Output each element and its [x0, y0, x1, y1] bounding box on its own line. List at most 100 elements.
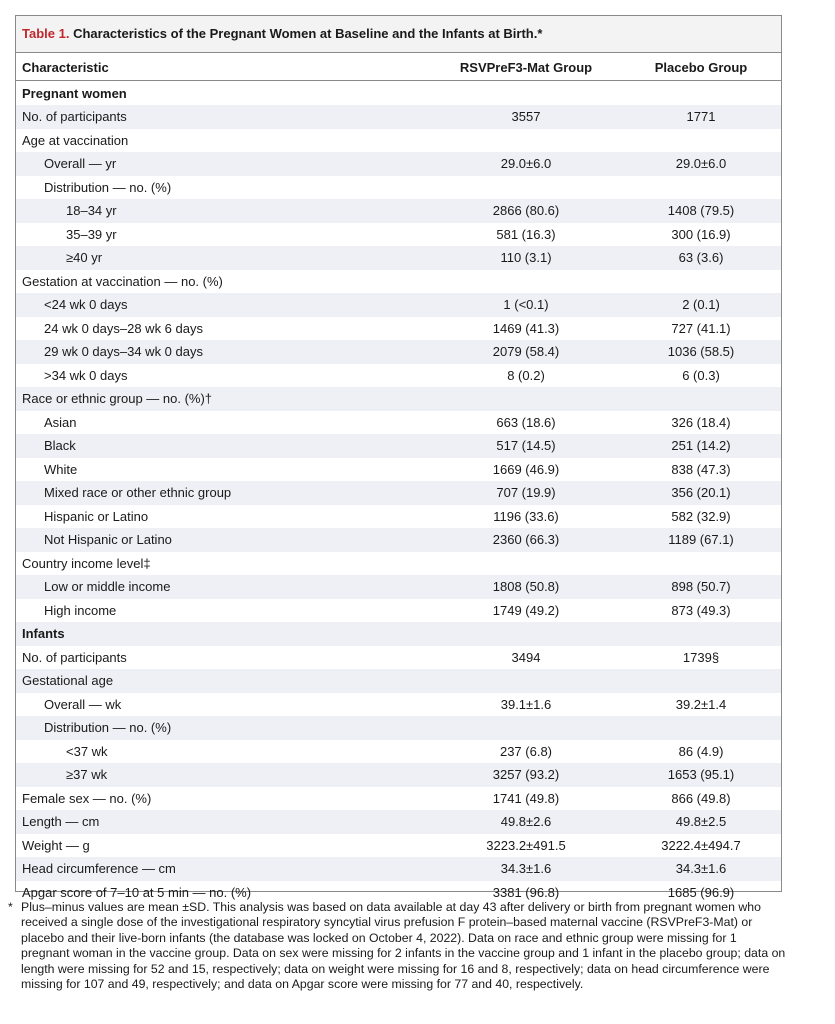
table-number: Table 1.	[22, 26, 70, 41]
row-value: 29.0±6.0	[500, 156, 552, 171]
row-value: 1 (<0.1)	[503, 297, 549, 312]
row-value: 727 (41.1)	[671, 320, 731, 336]
row-value: 3494	[511, 649, 541, 665]
row-value: 34.3±1.6	[500, 861, 552, 876]
header-cell: RSVPreF3-Mat Group	[459, 60, 593, 75]
header-cell: Characteristic	[22, 60, 109, 75]
row-value: 517 (14.5)	[496, 438, 556, 453]
table-row: Age at vaccination	[16, 129, 781, 153]
table-row: Distribution — no. (%)	[16, 176, 781, 200]
table-row: Gestation at vaccination — no. (%)	[16, 270, 781, 294]
table-row: >34 wk 0 days 8 (0.2) 6 (0.3)	[16, 364, 781, 388]
row-label: 18–34 yr	[66, 203, 117, 218]
row-label: <24 wk 0 days	[44, 297, 128, 312]
row-label: Country income level‡	[22, 555, 151, 571]
row-label: Mixed race or other ethnic group	[44, 485, 232, 500]
row-value: 707 (19.9)	[496, 485, 556, 500]
header-cell: Placebo Group	[654, 60, 748, 75]
row-label: High income	[44, 602, 117, 618]
table-row: Low or middle income 1808 (50.8) 898 (50.7…	[16, 575, 781, 599]
row-value: 1669 (46.9)	[492, 461, 560, 477]
table-row: No. of participants 3557 1771	[16, 105, 781, 129]
row-value: 866 (49.8)	[671, 790, 731, 806]
table-row: White 1669 (46.9) 838 (47.3)	[16, 458, 781, 482]
table-row: Asian 663 (18.6) 326 (18.4)	[16, 411, 781, 435]
row-label: White	[44, 461, 78, 477]
row-label: Age at vaccination	[22, 132, 129, 148]
row-value: 251 (14.2)	[671, 438, 731, 453]
table-row: <24 wk 0 days 1 (<0.1) 2 (0.1)	[16, 293, 781, 317]
row-label: Gestation at vaccination — no. (%)	[22, 273, 223, 289]
row-value: 3557	[511, 109, 541, 124]
row-label: 35–39 yr	[66, 226, 117, 242]
row-value: 663 (18.6)	[496, 414, 556, 430]
table-row: Infants	[16, 622, 781, 646]
row-value: 898 (50.7)	[671, 579, 731, 594]
row-label: Distribution — no. (%)	[44, 179, 172, 195]
title-text: Characteristics of the Pregnant Women at…	[73, 26, 543, 41]
table-row: Apgar score of 7–10 at 5 min — no. (%) 33…	[16, 881, 781, 905]
row-value: 1653 (95.1)	[667, 767, 735, 782]
table-row: Pregnant women	[16, 82, 781, 106]
table-row: Female sex — no. (%) 1741 (49.8) 866 (49.8…	[16, 787, 781, 811]
row-value: 1196 (33.6)	[493, 508, 559, 524]
table-row: 29 wk 0 days–34 wk 0 days 2079 (58.4) 1036…	[16, 340, 781, 364]
table-row: Country income level‡	[16, 552, 781, 576]
row-label: Female sex — no. (%)	[22, 790, 152, 806]
footnote-marker: *	[8, 900, 13, 914]
row-value: 2 (0.1)	[682, 297, 720, 312]
row-label: Distribution — no. (%)	[44, 720, 172, 735]
table-row: Black 517 (14.5) 251 (14.2)	[16, 434, 781, 458]
row-value: 582 (32.9)	[671, 508, 731, 524]
row-label: Overall — wk	[44, 696, 122, 712]
row-label: Race or ethnic group — no. (%)†	[22, 391, 213, 406]
table-row: Weight — g 3223.2±491.5 3222.4±494.7	[16, 834, 781, 858]
row-label: Hispanic or Latino	[44, 508, 149, 524]
table-row: Overall — wk 39.1±1.6 39.2±1.4	[16, 693, 781, 717]
row-label: Asian	[44, 414, 77, 430]
row-value: 326 (18.4)	[671, 414, 731, 430]
table-box: Table 1. Characteristics of the Pregnant…	[15, 15, 782, 900]
row-value: 1739§	[682, 649, 720, 665]
row-label: Overall — yr	[44, 156, 117, 171]
row-label: No. of participants	[22, 109, 127, 124]
row-value: 34.3±1.6	[675, 861, 727, 876]
row-label: ≥40 yr	[66, 250, 103, 265]
table-row: No. of participants 3494 1739§	[16, 646, 781, 670]
table-row: Overall — yr 29.0±6.0 29.0±6.0	[16, 152, 781, 176]
row-value: 3381 (96.8)	[492, 884, 560, 900]
row-label: Apgar score of 7–10 at 5 min — no. (%)	[22, 884, 252, 900]
row-value: 29.0±6.0	[675, 156, 727, 171]
row-value: 1741 (49.8)	[492, 790, 560, 806]
table-row: Length — cm 49.8±2.6 49.8±2.5	[16, 810, 781, 834]
table-row: ≥37 wk 3257 (93.2) 1653 (95.1)	[16, 763, 781, 787]
table-row: 18–34 yr 2866 (80.6) 1408 (79.5)	[16, 199, 781, 223]
row-label: 24 wk 0 days–28 wk 6 days	[44, 320, 203, 336]
row-value: 2079 (58.4)	[492, 344, 560, 359]
table-row: Not Hispanic or Latino 2360 (66.3) 1189 (6…	[16, 528, 781, 552]
row-label: Weight — g	[22, 837, 90, 853]
row-label: Gestational age	[22, 673, 114, 688]
table-row: Distribution — no. (%)	[16, 716, 781, 740]
row-value: 3223.2±491.5	[486, 837, 566, 853]
row-value: 3257 (93.2)	[492, 767, 560, 782]
table-row: <37 wk 237 (6.8) 86 (4.9)	[16, 740, 781, 764]
row-value: 838 (47.3)	[671, 461, 731, 477]
table-row: Mixed race or other ethnic group 707 (19.…	[16, 481, 781, 505]
row-value: 1749 (49.2)	[492, 602, 560, 618]
row-label: Not Hispanic or Latino	[44, 532, 172, 547]
row-value: 1685 (96.9)	[667, 884, 735, 900]
row-value: 581 (16.3)	[496, 226, 556, 242]
row-value: 2866 (80.6)	[492, 203, 560, 218]
row-value: 49.8±2.6	[500, 814, 552, 829]
footnote-text: Plus–minus values are mean ±SD. This ana…	[21, 900, 786, 992]
table-row: Gestational age	[16, 669, 781, 693]
row-value: 63 (3.6)	[678, 250, 724, 265]
row-label: Pregnant women	[22, 85, 127, 101]
row-label: Low or middle income	[44, 579, 171, 594]
table-title: Table 1. Characteristics of the Pregnant…	[16, 16, 781, 53]
row-label: <37 wk	[66, 743, 108, 759]
row-value: 39.1±1.6	[500, 696, 552, 712]
table-row: Hispanic or Latino 1196 (33.6) 582 (32.9)	[16, 505, 781, 529]
header-row: Characteristic RSVPreF3-Mat Group Placebo …	[16, 56, 781, 81]
